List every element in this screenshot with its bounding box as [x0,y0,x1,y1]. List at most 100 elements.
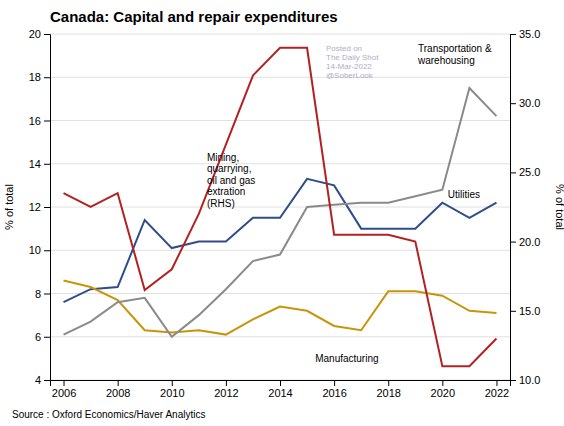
annotation: Utilities [448,189,480,200]
tick-mark [388,380,389,386]
line [64,48,497,366]
tick: 4 [35,374,50,386]
tick-mark [226,380,227,386]
y-axis: 4 6 8 10 12 14 16 18 20 [29,28,51,386]
tick-label: 2014 [268,387,292,399]
tick-mark [44,121,50,122]
tick-label: 2008 [106,387,130,399]
annotation: Transportation &warehousing [417,43,492,66]
grid-line [50,293,510,294]
tick-label: 16 [29,115,41,127]
tick: 2010 [160,380,184,399]
tick-mark [64,380,65,386]
tick-mark [510,311,516,312]
tick: 2012 [214,380,238,399]
tick-label: 2020 [431,387,455,399]
tick: 2022 [485,380,509,399]
grid-line [50,336,510,337]
line [64,281,497,335]
tick-mark [44,77,50,78]
tick-mark [510,172,516,173]
line [64,179,497,302]
tick-mark [44,337,50,338]
tick-label: 6 [35,331,41,343]
axis-line [51,381,511,387]
tick-label: 14 [29,158,41,170]
tick-mark [118,380,119,386]
tick: 25.0 [510,166,540,178]
lines [64,48,497,366]
tick: 2008 [106,380,130,399]
tick-label: 20 [29,28,41,40]
tick-mark [44,164,50,165]
tick: 2016 [322,380,346,399]
tick-mark [280,380,281,386]
tick-label: 25.0 [519,166,540,178]
tick-label: 2012 [214,387,238,399]
grid-line [50,250,510,251]
annotation: Mining,quarrying,oil and gasextration(RH… [207,152,255,209]
y2-axis: 10.0 15.0 20.0 25.0 30.0 35.0 [510,28,540,386]
y-axis-title: % of total [3,184,15,230]
annotation: Manufacturing [315,353,378,364]
source: Source : Oxford Economics/Haver Analytic… [12,409,205,420]
tick: 20.0 [510,236,540,248]
tick: 2014 [268,380,292,399]
tick-mark [510,34,516,35]
annotations: Mining,quarrying,oil and gasextration(RH… [207,43,492,364]
y2-axis-title: % of total [554,184,564,230]
chart: 2006200820102012201420162018202020224681… [0,0,564,426]
watermark: Posted onThe Daily Shot14-Mar-2022@Sober… [326,44,379,81]
axis-line [511,35,517,381]
tick-label: 2022 [485,387,509,399]
tick: 10 [29,244,50,256]
tick-label: 10.0 [519,374,540,386]
tick-mark [334,380,335,386]
plot: 2006200820102012201420162018202020224681… [29,28,541,399]
grid-line [50,120,510,121]
tick-mark [44,250,50,251]
tick: 2006 [52,380,76,399]
tick-label: 12 [29,201,41,213]
tick-label: 35.0 [519,28,540,40]
tick: 14 [29,158,50,170]
grid [50,34,510,380]
tick: 20 [29,28,50,40]
tick-mark [44,294,50,295]
tick: 16 [29,115,50,127]
title: Canada: Capital and repair expenditures [50,8,338,25]
tick: 12 [29,201,50,213]
grid-line [50,77,510,78]
tick: 6 [35,331,50,343]
tick-mark [442,380,443,386]
grid-line [50,163,510,164]
tick: 2018 [376,380,400,399]
grid-line [50,34,510,35]
tick-label: 2010 [160,387,184,399]
tick-mark [496,380,497,386]
tick-mark [44,380,50,381]
tick: 18 [29,71,50,83]
tick-mark [510,242,516,243]
tick-label: 10 [29,244,41,256]
tick-label: 18 [29,71,41,83]
tick-label: 2006 [52,387,76,399]
tick: 15.0 [510,305,540,317]
tick-mark [510,380,516,381]
tick: 30.0 [510,97,540,109]
tick-label: 8 [35,288,41,300]
tick-mark [44,34,50,35]
grid-line [50,207,510,208]
tick-label: 2018 [376,387,400,399]
tick: 2020 [431,380,455,399]
tick-label: 15.0 [519,305,540,317]
tick-label: 20.0 [519,236,540,248]
tick-label: 2016 [322,387,346,399]
tick-label: 30.0 [519,97,540,109]
tick-mark [44,207,50,208]
tick-mark [510,103,516,104]
axis-line [44,35,51,381]
tick-label: 4 [35,374,41,386]
tick: 10.0 [510,374,540,386]
tick: 35.0 [510,28,540,40]
